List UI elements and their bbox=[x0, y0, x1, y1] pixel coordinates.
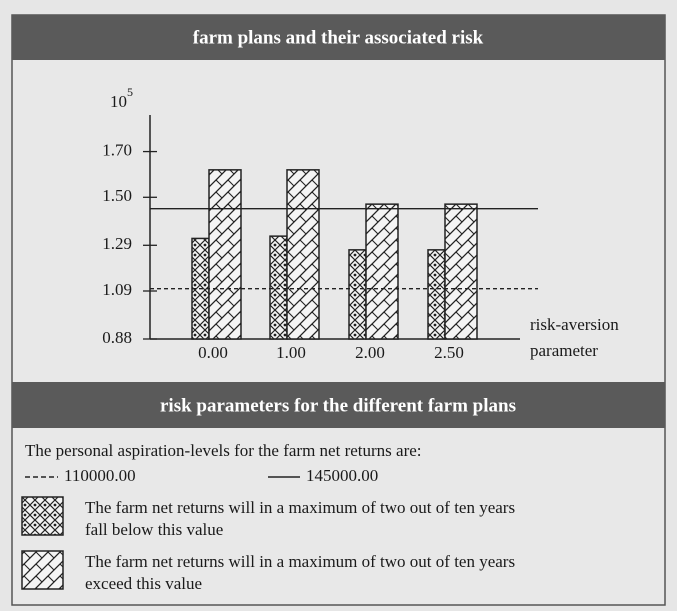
legend-swatch bbox=[21, 550, 64, 590]
x-tick-label: 0.00 bbox=[198, 343, 228, 362]
x-tick-label: 2.50 bbox=[434, 343, 464, 362]
legend-ref-label: 145000.00 bbox=[306, 466, 378, 485]
bar bbox=[348, 249, 367, 340]
x-axis-label: risk-aversion bbox=[530, 315, 619, 334]
x-tick-label: 1.00 bbox=[276, 343, 306, 362]
bar bbox=[269, 235, 288, 340]
legend-label: The farm net returns will in a maximum o… bbox=[85, 552, 516, 593]
x-axis-label: parameter bbox=[530, 341, 598, 360]
legend-label: The farm net returns will in a maximum o… bbox=[85, 498, 516, 539]
y-multiplier-base: 10 bbox=[110, 92, 127, 111]
y-tick-label: 0.88 bbox=[102, 328, 132, 347]
legend-ref-label: 110000.00 bbox=[64, 466, 136, 485]
y-tick-label: 1.50 bbox=[102, 186, 132, 205]
legend-swatch bbox=[21, 496, 64, 536]
chart-title: farm plans and their associated risk bbox=[193, 27, 484, 48]
y-tick-label: 1.09 bbox=[102, 280, 132, 299]
bar bbox=[286, 169, 320, 340]
legend-intro: The personal aspiration-levels for the f… bbox=[25, 441, 422, 460]
x-tick-label: 2.00 bbox=[355, 343, 385, 362]
y-tick-label: 1.29 bbox=[102, 234, 132, 253]
bar bbox=[365, 203, 399, 340]
bar bbox=[208, 169, 242, 340]
bar bbox=[444, 203, 478, 340]
y-tick-label: 1.70 bbox=[102, 140, 132, 159]
bar bbox=[427, 249, 446, 340]
legend-bar bbox=[12, 382, 665, 428]
title-bar bbox=[12, 15, 665, 60]
panel-frame bbox=[11, 14, 666, 606]
y-multiplier-exponent: 5 bbox=[127, 85, 133, 99]
legend-title: risk parameters for the different farm p… bbox=[160, 395, 516, 416]
